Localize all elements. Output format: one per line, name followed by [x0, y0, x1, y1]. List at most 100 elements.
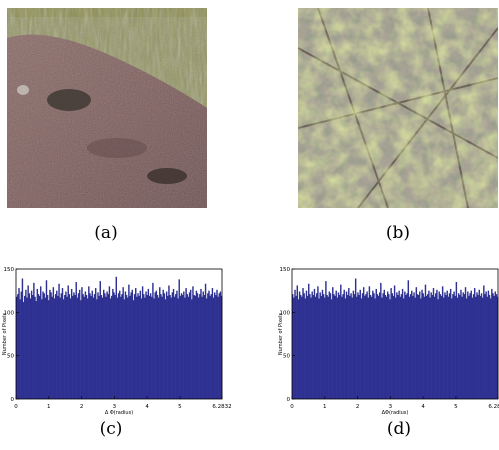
bar — [132, 300, 135, 399]
bar — [82, 294, 84, 399]
bar — [301, 296, 303, 399]
bar — [440, 295, 443, 399]
bar — [479, 295, 482, 399]
bar — [487, 290, 490, 399]
bar — [200, 288, 202, 399]
bar — [361, 293, 364, 399]
bar — [313, 288, 316, 399]
bar — [108, 286, 111, 399]
bar — [116, 297, 119, 399]
bar — [441, 286, 444, 399]
bar — [409, 294, 412, 399]
bar — [369, 295, 372, 399]
bar — [495, 294, 498, 399]
bar — [381, 297, 383, 399]
plot-frame — [15, 268, 223, 400]
bar — [210, 294, 212, 399]
bar — [92, 297, 95, 399]
bar — [473, 288, 476, 399]
bar — [397, 295, 399, 399]
caption-c: (c) — [99, 419, 123, 439]
bar — [151, 296, 153, 399]
bar — [338, 295, 341, 399]
bar — [212, 297, 215, 399]
bar — [120, 296, 122, 399]
bar — [424, 284, 427, 399]
bar — [414, 297, 416, 399]
bar — [448, 293, 451, 399]
bar — [328, 291, 331, 399]
bar — [139, 290, 142, 399]
bar — [447, 296, 450, 399]
bar — [122, 287, 124, 399]
bar — [84, 291, 87, 399]
bar — [311, 291, 313, 399]
bar — [160, 294, 162, 399]
x-axis-label: ΔΦ(radius) — [382, 410, 409, 416]
bar — [28, 293, 31, 399]
caption-a: (a) — [94, 223, 118, 243]
bar — [86, 298, 89, 399]
bar — [74, 295, 76, 399]
bar — [420, 298, 422, 399]
bar — [484, 294, 486, 399]
x-tick-label: 3 — [389, 404, 393, 410]
bar — [376, 294, 379, 399]
caption-b: (b) — [385, 223, 411, 243]
bar — [428, 290, 430, 399]
bar — [407, 280, 410, 399]
bar — [438, 291, 440, 399]
bar — [413, 292, 415, 399]
bar — [310, 297, 312, 399]
bar — [346, 295, 349, 399]
bar — [159, 287, 161, 399]
bar — [292, 294, 294, 399]
bar — [295, 295, 297, 399]
bar — [422, 293, 424, 399]
bar — [44, 297, 47, 399]
bar — [106, 291, 108, 399]
bar — [183, 291, 185, 399]
bar — [317, 286, 319, 399]
bar — [161, 296, 163, 399]
bar — [77, 293, 80, 399]
bar — [220, 295, 223, 399]
bar — [350, 293, 352, 399]
bar — [109, 298, 112, 399]
bar — [73, 292, 75, 399]
bar — [493, 295, 495, 399]
bar — [193, 295, 195, 399]
histogram-c-svg: 0 1 2 3 4 5 6.2832 0 50 100 150 Δ Φ(radius) Number o… — [2, 267, 232, 416]
bar — [366, 291, 368, 399]
bar — [19, 299, 21, 399]
bar — [119, 290, 121, 399]
bar — [345, 291, 348, 399]
bar — [35, 301, 37, 399]
bar — [75, 282, 77, 399]
bar — [125, 295, 128, 399]
bar — [128, 284, 130, 399]
bar — [36, 288, 39, 399]
bar — [349, 295, 351, 399]
bar — [372, 290, 374, 399]
bar — [334, 295, 336, 399]
bar — [205, 298, 208, 399]
bar — [461, 296, 463, 399]
bar — [169, 295, 171, 399]
bar — [61, 288, 64, 399]
bar — [367, 297, 369, 399]
bar — [445, 295, 447, 399]
bar — [199, 294, 201, 399]
y-axis-label: Number of Pixels — [278, 312, 284, 355]
bar — [471, 297, 474, 399]
bar — [133, 294, 136, 399]
bar — [152, 282, 154, 399]
bar — [186, 294, 188, 399]
bar — [25, 289, 27, 399]
bar — [34, 296, 36, 399]
bar — [30, 290, 33, 399]
bar — [411, 290, 413, 399]
bar — [378, 292, 381, 399]
bar — [444, 292, 446, 399]
bar — [358, 295, 360, 399]
